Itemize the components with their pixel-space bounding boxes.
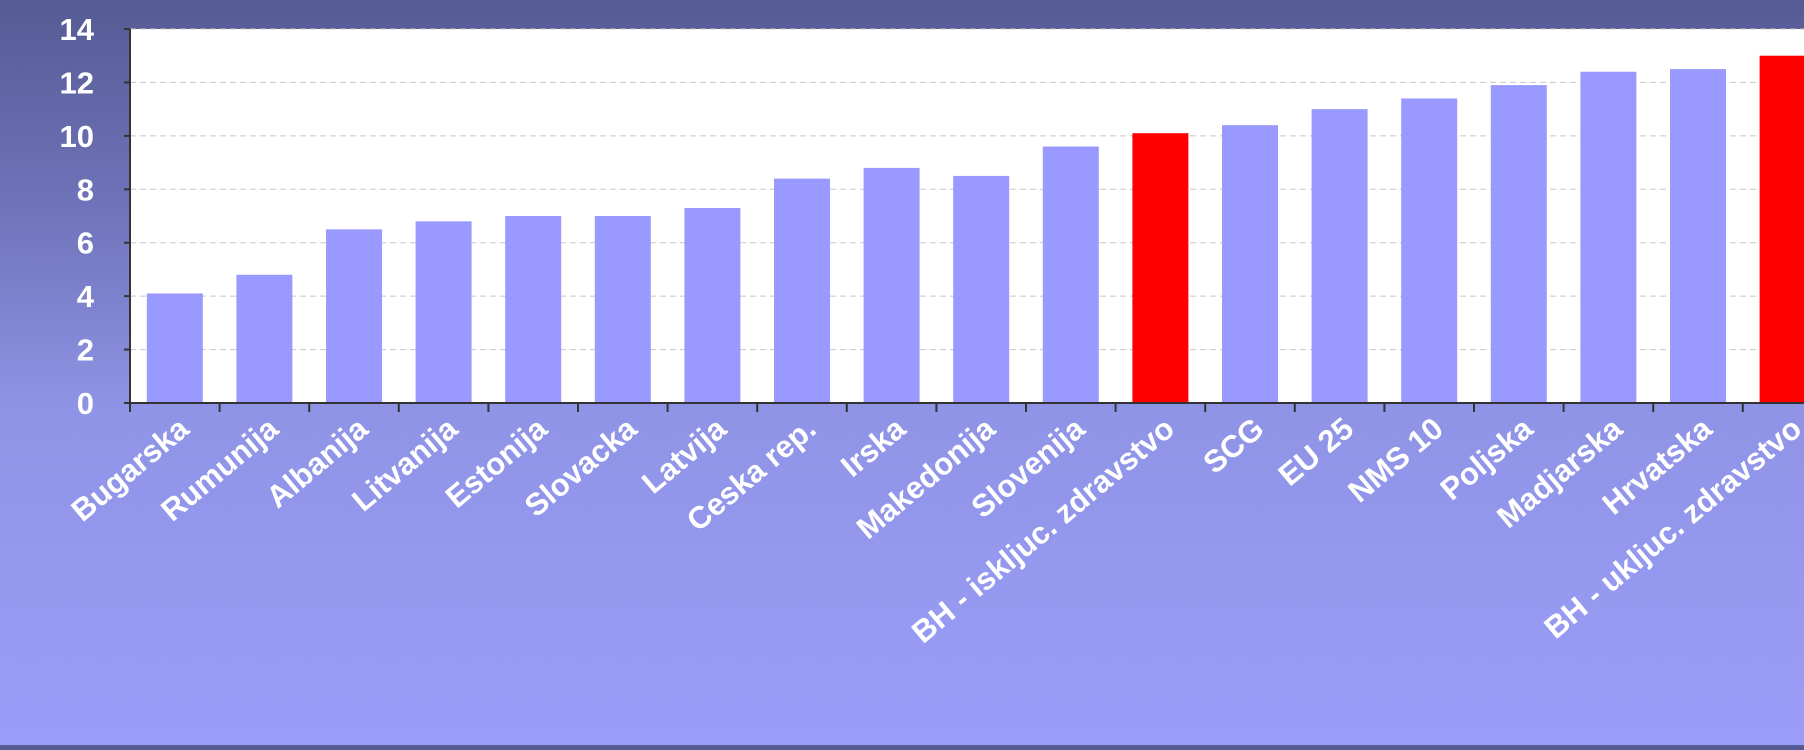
y-tick-label: 0 [77, 386, 94, 421]
bar-11 [1132, 133, 1189, 403]
x-tick-label: NMS 10 [1341, 411, 1449, 510]
bar-16 [1580, 71, 1637, 403]
bar-13 [1311, 109, 1368, 404]
bar-2 [326, 229, 382, 403]
bar-12 [1222, 125, 1278, 404]
bar-17 [1670, 69, 1726, 404]
bar-10 [1042, 146, 1099, 404]
bar-9 [953, 175, 1010, 403]
bar-18 [1759, 55, 1804, 403]
bar-7 [774, 178, 830, 403]
bar-14 [1401, 98, 1458, 403]
y-tick-label: 8 [77, 172, 94, 207]
y-tick-label: 6 [77, 226, 94, 261]
axes [124, 28, 1804, 412]
bar-15 [1490, 85, 1547, 403]
y-tick-label: 14 [60, 12, 95, 47]
bar-8 [863, 167, 920, 403]
x-tick-label: Irska [834, 410, 913, 484]
x-tick-label: SCG [1197, 411, 1271, 481]
bar-4 [505, 216, 562, 403]
y-tick-label: 4 [77, 279, 95, 314]
bar-3 [415, 221, 472, 403]
y-tick-label: 12 [60, 65, 94, 100]
bar-6 [684, 207, 741, 403]
bars [146, 55, 1804, 404]
bar-1 [236, 274, 293, 403]
bar-0 [146, 293, 203, 403]
y-tick-label: 2 [77, 333, 94, 368]
bar-5 [594, 216, 651, 403]
y-tick-label: 10 [60, 119, 94, 154]
